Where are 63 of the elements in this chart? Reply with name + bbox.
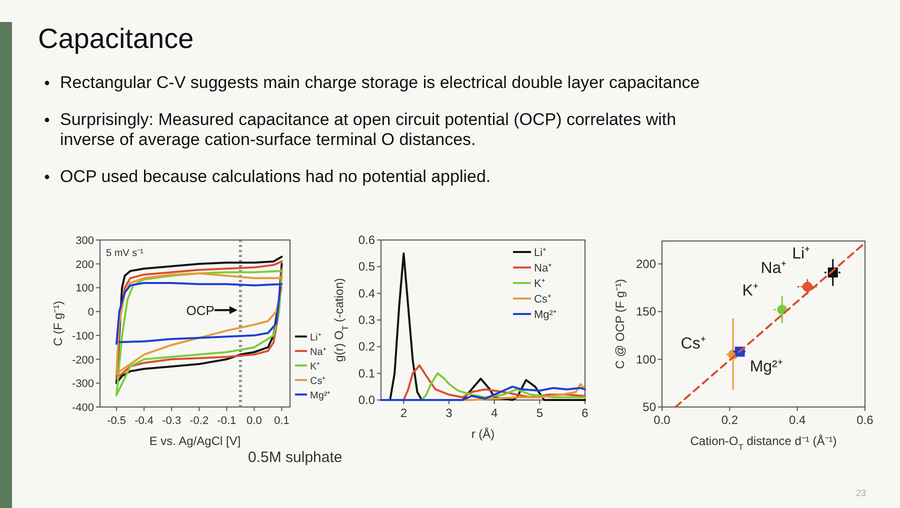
y-tick-label: 150 <box>636 304 656 319</box>
x-tick-label: -0.3 <box>162 415 182 427</box>
text: 23 <box>856 488 866 498</box>
legend-label: Mg²⁺ <box>310 390 332 402</box>
y-tick-label: -400 <box>72 402 94 414</box>
legend-label: Li⁺ <box>310 332 322 344</box>
y-tick-label: 100 <box>76 282 94 295</box>
x-tick-label: 0.2 <box>721 413 738 427</box>
x-tick-label: 0.0 <box>246 415 262 427</box>
series-label: Mg²⁺ <box>750 358 782 376</box>
x-tick-label: -0.1 <box>217 415 236 427</box>
legend-label: K⁺ <box>310 362 321 372</box>
y-tick-label: 200 <box>76 258 94 271</box>
annotation: 5 mV s⁻¹ <box>106 248 144 259</box>
text: 0.5M sulphate <box>248 449 342 466</box>
y-tick-label: 50 <box>642 400 656 414</box>
x-tick-label: 4 <box>490 406 498 420</box>
series-label: Na⁺ <box>760 260 786 277</box>
x-tick-label: -0.4 <box>134 415 154 427</box>
y-tick-label: 0.0 <box>358 393 376 407</box>
y-tick-label: 300 <box>76 235 94 247</box>
series-label: K⁺ <box>742 282 758 300</box>
legend-label: Li⁺ <box>534 247 547 259</box>
y-tick-label: 0.5 <box>358 260 376 274</box>
text: OCP used because calculations had no potential applied. <box>60 167 491 186</box>
x-tick-label: 5 <box>536 406 544 420</box>
x-axis-title: r (Å) <box>471 427 495 441</box>
legend-label: Cs⁺ <box>310 376 326 387</box>
y-axis-title: C (F g⁻¹) <box>51 300 65 346</box>
x-axis-title: E vs. Ag/AgCl [V] <box>149 434 241 448</box>
y-tick-label: -300 <box>72 378 94 390</box>
y-tick-label: 0.2 <box>358 340 376 354</box>
legend-label: Na⁺ <box>534 262 552 274</box>
y-tick-label: -100 <box>72 330 94 342</box>
legend-label: Mg²⁺ <box>534 309 557 321</box>
y-tick-label: 0.6 <box>358 233 376 247</box>
ref-line-label: OCP <box>186 303 214 318</box>
x-tick-label: 3 <box>446 406 453 420</box>
x-tick-label: 2 <box>400 406 408 420</box>
series-label: Cs⁺ <box>680 336 706 353</box>
x-tick-label: 0.6 <box>856 413 874 427</box>
y-tick-label: 200 <box>636 256 656 271</box>
x-tick-label: -0.5 <box>107 415 126 427</box>
x-tick-label: 0.1 <box>274 415 290 427</box>
text: Capacitance <box>38 23 194 54</box>
x-tick-label: -0.2 <box>190 415 209 427</box>
series-label: Li⁺ <box>792 245 810 262</box>
y-tick-label: 0.1 <box>358 366 376 380</box>
x-tick-label: 0.4 <box>788 413 806 427</box>
y-tick-label: 0.4 <box>358 286 376 300</box>
y-tick-label: -200 <box>72 354 94 366</box>
x-axis-title: Cation-O$_{T}$ distance d⁻¹ (Å⁻¹) <box>690 434 837 452</box>
legend-label: Na⁺ <box>310 347 327 358</box>
text: Surprisingly: Measured capacitance at open circuit potential (OCP) correlates with inverse of average cation-surface terminal O distances. <box>60 110 676 149</box>
x-tick-label: 0.0 <box>654 413 671 427</box>
x-tick-label: 6 <box>582 406 589 420</box>
y-tick-label: 0 <box>88 306 94 319</box>
y-tick-label: 0.3 <box>358 313 376 327</box>
legend-label: K⁺ <box>534 278 546 290</box>
y-axis-title: C @ OCP (F g⁻¹) <box>613 279 627 369</box>
y-tick-label: 100 <box>636 352 656 366</box>
text: Rectangular C-V suggests main charge storage is electrical double layer capacitance <box>60 73 700 92</box>
legend-label: Cs⁺ <box>534 294 552 306</box>
